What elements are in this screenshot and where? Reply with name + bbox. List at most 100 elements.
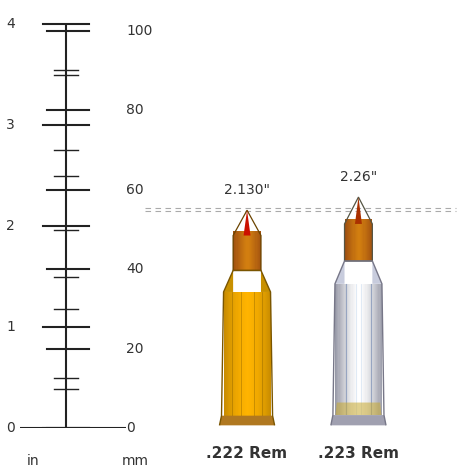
Polygon shape: [370, 219, 371, 261]
Polygon shape: [362, 284, 363, 415]
Polygon shape: [251, 231, 252, 271]
Polygon shape: [267, 292, 268, 416]
Polygon shape: [362, 219, 364, 261]
Polygon shape: [358, 219, 359, 261]
Polygon shape: [373, 284, 374, 415]
Polygon shape: [241, 292, 242, 416]
Polygon shape: [370, 284, 371, 415]
Text: in: in: [27, 453, 40, 468]
Polygon shape: [237, 292, 239, 416]
Text: 60: 60: [127, 183, 144, 197]
Polygon shape: [251, 292, 252, 416]
Polygon shape: [340, 284, 341, 415]
Polygon shape: [254, 231, 255, 271]
Text: 40: 40: [127, 263, 144, 276]
Polygon shape: [351, 284, 353, 415]
Text: mm: mm: [122, 453, 149, 468]
Polygon shape: [219, 416, 274, 425]
Polygon shape: [377, 284, 378, 415]
Polygon shape: [255, 231, 256, 271]
Polygon shape: [350, 284, 351, 415]
Polygon shape: [225, 292, 226, 416]
Text: 20: 20: [127, 342, 144, 356]
Polygon shape: [337, 284, 338, 415]
Polygon shape: [358, 284, 360, 415]
Polygon shape: [376, 284, 377, 415]
Polygon shape: [348, 219, 349, 261]
Polygon shape: [261, 271, 271, 292]
Polygon shape: [369, 284, 370, 415]
Polygon shape: [269, 292, 271, 416]
Polygon shape: [367, 219, 368, 261]
Polygon shape: [344, 284, 346, 415]
Polygon shape: [252, 292, 253, 416]
Polygon shape: [367, 284, 368, 415]
Text: 4: 4: [6, 17, 15, 31]
Polygon shape: [338, 284, 340, 415]
Polygon shape: [249, 231, 250, 271]
Polygon shape: [242, 231, 243, 271]
Polygon shape: [257, 292, 259, 416]
Polygon shape: [335, 284, 336, 415]
Polygon shape: [262, 292, 264, 416]
Polygon shape: [361, 284, 362, 415]
Polygon shape: [240, 231, 241, 271]
Polygon shape: [331, 415, 386, 425]
Polygon shape: [355, 284, 356, 415]
Polygon shape: [371, 284, 373, 415]
Polygon shape: [233, 231, 234, 271]
Polygon shape: [355, 219, 356, 261]
Polygon shape: [256, 231, 258, 271]
Polygon shape: [253, 231, 254, 271]
Polygon shape: [354, 284, 355, 415]
Polygon shape: [348, 284, 349, 415]
Polygon shape: [381, 284, 382, 415]
Polygon shape: [359, 219, 360, 261]
Polygon shape: [378, 284, 380, 415]
Polygon shape: [229, 292, 231, 416]
Polygon shape: [343, 284, 344, 415]
Polygon shape: [266, 292, 267, 416]
Polygon shape: [374, 284, 375, 415]
Polygon shape: [239, 292, 240, 416]
Polygon shape: [231, 292, 232, 416]
Text: 0: 0: [6, 421, 15, 435]
Text: 1: 1: [6, 321, 15, 334]
Polygon shape: [247, 231, 249, 271]
Polygon shape: [347, 219, 348, 261]
Text: .223 Rem: .223 Rem: [318, 446, 399, 461]
Polygon shape: [346, 219, 347, 261]
Polygon shape: [354, 219, 355, 261]
Polygon shape: [360, 219, 361, 261]
Polygon shape: [352, 219, 354, 261]
Polygon shape: [371, 219, 373, 261]
Polygon shape: [258, 231, 259, 271]
Polygon shape: [261, 292, 262, 416]
Polygon shape: [357, 284, 358, 415]
Polygon shape: [233, 292, 234, 416]
Text: 3: 3: [6, 118, 15, 132]
Polygon shape: [244, 231, 246, 271]
Polygon shape: [380, 284, 381, 415]
Polygon shape: [260, 292, 261, 416]
Polygon shape: [232, 292, 233, 416]
Polygon shape: [264, 292, 266, 416]
Polygon shape: [356, 219, 357, 261]
Polygon shape: [241, 231, 242, 271]
Polygon shape: [247, 292, 248, 416]
Text: .222 Rem: .222 Rem: [207, 446, 288, 461]
Polygon shape: [246, 292, 247, 416]
Polygon shape: [357, 219, 358, 261]
Polygon shape: [248, 292, 249, 416]
Polygon shape: [365, 219, 367, 261]
Polygon shape: [246, 231, 247, 271]
Polygon shape: [361, 219, 362, 261]
Polygon shape: [336, 402, 382, 415]
Polygon shape: [253, 292, 254, 416]
Polygon shape: [373, 261, 382, 284]
Polygon shape: [235, 292, 237, 416]
Polygon shape: [243, 231, 244, 271]
Polygon shape: [256, 292, 257, 416]
Polygon shape: [255, 292, 256, 416]
Polygon shape: [351, 219, 352, 261]
